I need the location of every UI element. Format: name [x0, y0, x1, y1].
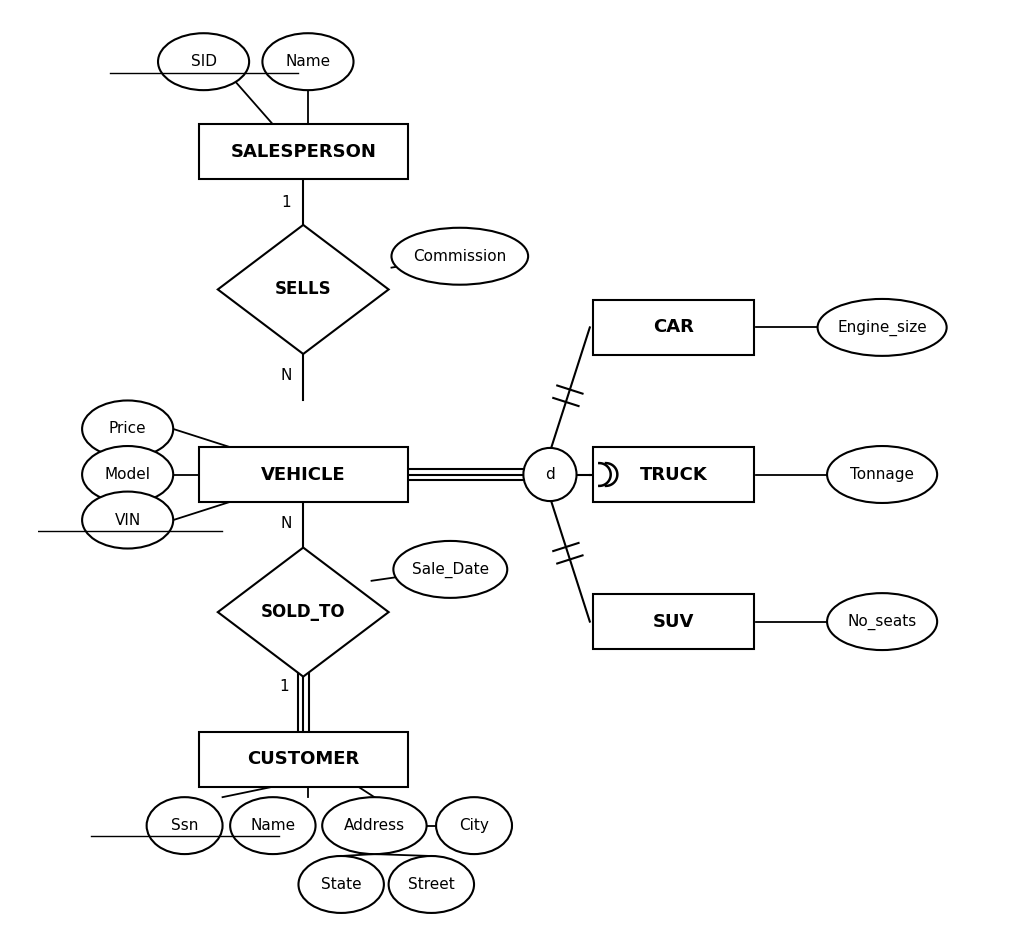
Text: VIN: VIN: [115, 512, 140, 528]
Text: Ssn: Ssn: [171, 818, 199, 833]
FancyBboxPatch shape: [593, 594, 754, 649]
Text: SELLS: SELLS: [274, 281, 332, 298]
FancyBboxPatch shape: [199, 447, 408, 502]
Text: City: City: [459, 818, 489, 833]
Text: State: State: [321, 877, 361, 892]
Text: VEHICLE: VEHICLE: [261, 466, 345, 483]
Text: N: N: [281, 516, 292, 531]
Ellipse shape: [82, 492, 173, 549]
Text: Commission: Commission: [413, 249, 507, 264]
Text: Name: Name: [250, 818, 295, 833]
Ellipse shape: [323, 797, 427, 854]
Text: Street: Street: [408, 877, 455, 892]
Text: Engine_size: Engine_size: [838, 319, 927, 336]
Text: 1: 1: [282, 195, 291, 210]
Ellipse shape: [391, 228, 528, 285]
Text: CUSTOMER: CUSTOMER: [247, 751, 359, 768]
Text: TRUCK: TRUCK: [639, 466, 708, 483]
Ellipse shape: [262, 33, 353, 90]
Text: SUV: SUV: [652, 613, 694, 630]
Ellipse shape: [827, 593, 937, 650]
Ellipse shape: [389, 856, 474, 913]
Text: Price: Price: [109, 421, 146, 437]
Text: No_seats: No_seats: [848, 613, 916, 630]
Text: CAR: CAR: [653, 319, 694, 336]
Text: Address: Address: [344, 818, 404, 833]
Text: N: N: [281, 368, 292, 383]
FancyBboxPatch shape: [199, 732, 408, 787]
FancyBboxPatch shape: [593, 300, 754, 355]
Text: Name: Name: [286, 54, 331, 69]
Text: Tonnage: Tonnage: [850, 467, 914, 482]
Text: 1: 1: [280, 679, 289, 694]
Text: SID: SID: [190, 54, 216, 69]
Ellipse shape: [436, 797, 512, 854]
Polygon shape: [218, 548, 389, 677]
Ellipse shape: [393, 541, 507, 598]
FancyBboxPatch shape: [199, 124, 408, 179]
Ellipse shape: [298, 856, 384, 913]
Ellipse shape: [158, 33, 249, 90]
Circle shape: [523, 448, 577, 501]
Ellipse shape: [827, 446, 937, 503]
Ellipse shape: [146, 797, 222, 854]
Polygon shape: [218, 225, 389, 354]
Text: Model: Model: [104, 467, 151, 482]
Text: Sale_Date: Sale_Date: [412, 561, 488, 578]
Text: d: d: [545, 467, 555, 482]
Ellipse shape: [82, 400, 173, 457]
Text: SOLD_TO: SOLD_TO: [261, 604, 345, 621]
Ellipse shape: [817, 299, 946, 356]
FancyBboxPatch shape: [593, 447, 754, 502]
Text: SALESPERSON: SALESPERSON: [230, 143, 376, 160]
Ellipse shape: [82, 446, 173, 503]
Ellipse shape: [230, 797, 315, 854]
